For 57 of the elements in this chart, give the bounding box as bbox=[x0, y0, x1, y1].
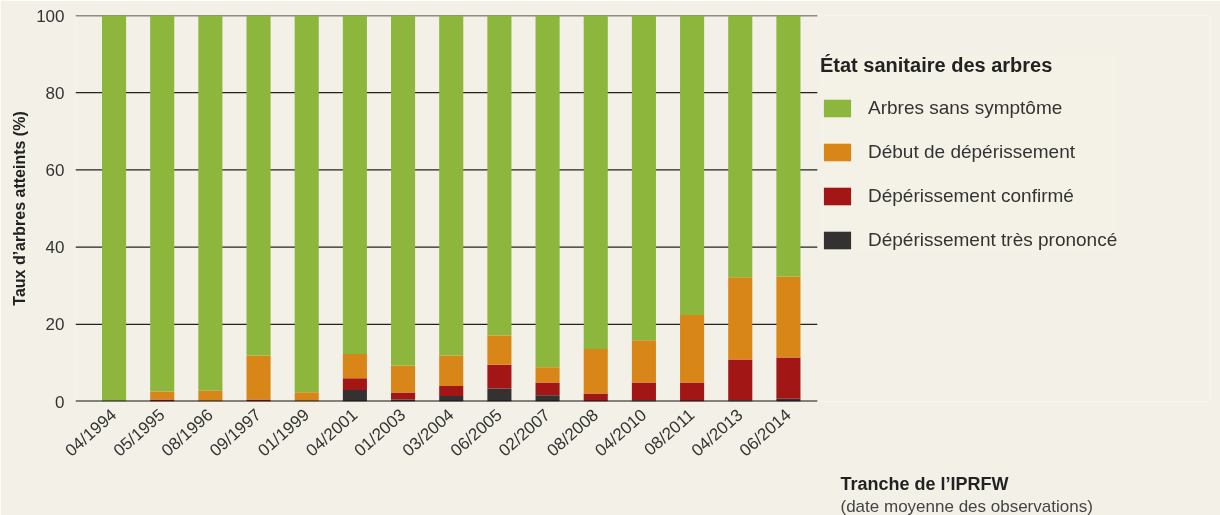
bar bbox=[342, 15, 367, 355]
bar bbox=[535, 395, 560, 402]
bar bbox=[342, 378, 367, 390]
bar bbox=[776, 276, 801, 358]
bar bbox=[439, 15, 464, 356]
bar bbox=[198, 15, 223, 391]
bar bbox=[439, 386, 464, 397]
y-axis-title: Taux d’arbres atteints (%) bbox=[11, 111, 29, 306]
bar bbox=[535, 367, 560, 383]
bar bbox=[583, 393, 608, 402]
bar bbox=[728, 15, 753, 278]
bar bbox=[101, 15, 127, 402]
legend-title: État sanitaire des arbres bbox=[820, 54, 1054, 77]
bar bbox=[487, 335, 512, 365]
y-tick-label: 100 bbox=[36, 6, 65, 26]
bar bbox=[439, 355, 464, 387]
bar bbox=[583, 15, 608, 349]
bar bbox=[246, 15, 271, 356]
bar bbox=[294, 392, 319, 402]
bar bbox=[631, 340, 656, 383]
bar bbox=[342, 389, 367, 402]
bar bbox=[776, 15, 801, 277]
bar bbox=[391, 392, 416, 400]
bar bbox=[535, 15, 560, 368]
bar bbox=[680, 315, 705, 383]
bar bbox=[391, 365, 416, 393]
y-tick-label: 80 bbox=[45, 83, 65, 103]
bar bbox=[728, 277, 753, 360]
bar bbox=[535, 382, 560, 396]
y-tick-label: 60 bbox=[45, 160, 65, 180]
x-axis-title: Tranche de l’IPRFW bbox=[840, 473, 1009, 494]
bar bbox=[583, 349, 608, 394]
bar bbox=[728, 359, 753, 401]
bar bbox=[150, 15, 175, 392]
bar bbox=[487, 364, 512, 389]
legend-label: Dépérissement confirmé bbox=[868, 185, 1074, 207]
bar bbox=[294, 15, 319, 393]
bar bbox=[439, 396, 464, 402]
text: (date moyenne des observations) bbox=[840, 496, 1093, 515]
legend-label: Arbres sans symptôme bbox=[868, 97, 1063, 119]
legend-label: Dépérissement très prononcé bbox=[868, 229, 1118, 251]
bar bbox=[487, 388, 512, 402]
bar bbox=[631, 382, 656, 401]
bar bbox=[342, 354, 367, 379]
bar bbox=[487, 15, 512, 336]
bar bbox=[680, 15, 705, 316]
bar bbox=[680, 382, 705, 402]
y-tick-label: 20 bbox=[45, 315, 65, 335]
bar bbox=[776, 357, 801, 399]
y-tick-label: 0 bbox=[55, 392, 65, 412]
y-tick-label: 40 bbox=[45, 238, 65, 258]
bar bbox=[631, 15, 656, 341]
bar bbox=[150, 391, 175, 400]
bar bbox=[391, 15, 416, 366]
legend-label: Début de dépérissement bbox=[868, 141, 1076, 163]
bar bbox=[246, 355, 271, 400]
bar bbox=[198, 390, 223, 402]
